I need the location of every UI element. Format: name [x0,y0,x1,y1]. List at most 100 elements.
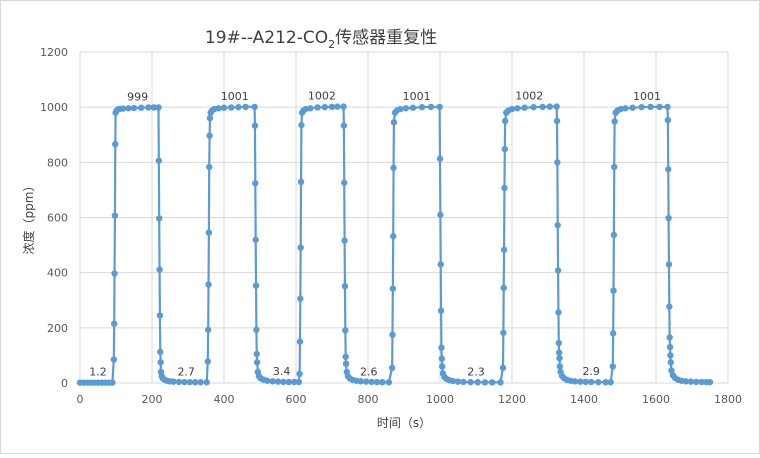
x-tick-label: 0 [77,393,84,406]
data-point [698,378,705,386]
data-point [693,378,700,386]
data-point [205,281,212,288]
data-point [334,103,341,110]
data-point [235,103,242,111]
data-point [379,379,386,386]
chart-title: 19#--A212-CO2传感器重复性 [205,28,437,51]
data-point [427,103,435,111]
data-point [530,103,537,111]
data-point [577,378,584,385]
data-point [687,378,695,385]
data-point [390,233,397,240]
data-point [664,116,672,124]
data-label: 1.2 [89,366,107,379]
x-tick-label: 1800 [714,393,742,406]
data-point [397,105,404,113]
data-point [501,145,508,153]
data-point [402,105,409,112]
data-point [203,379,210,386]
data-point [342,360,350,367]
data-point [500,246,508,253]
data-point [706,378,714,386]
data-point [204,358,211,365]
data-point [130,104,138,112]
data-point [155,104,162,111]
data-point [120,105,127,112]
x-tick-label: 600 [286,393,307,406]
data-point [499,364,507,372]
data-point [409,104,417,111]
data-point [638,103,645,111]
data-point [296,338,304,345]
data-point [341,179,348,186]
data-point [556,363,564,370]
data-point [497,379,504,386]
data-point [197,379,204,386]
data-point [206,132,213,139]
data-point [438,363,446,370]
tick-labels: 0 200 400 600 800 1000 1200 1400 1600 1800 0 200 400… [40,46,742,406]
data-point [667,352,674,359]
data-point [437,261,444,268]
data-point [157,348,164,356]
data-point [145,104,152,111]
data-point [340,122,348,129]
data-point [571,378,579,385]
data-point [436,103,443,111]
data-point [125,105,132,112]
data-point [460,378,467,386]
data-point [611,118,618,125]
data-label: 1002 [515,90,543,103]
y-tick-label: 1000 [40,101,68,114]
data-label: 2.6 [360,365,378,378]
data-point [554,267,562,274]
data-point [595,378,602,386]
data-point [156,266,163,273]
data-point [192,379,199,386]
data-point [181,378,188,386]
y-tick-label: 0 [61,377,68,390]
data-point [206,163,213,171]
data-point [508,105,516,113]
x-axis-label: 时间（s） [377,416,431,430]
data-point [385,379,393,386]
data-point [156,215,163,222]
data-point [437,211,444,218]
data-point [228,104,235,111]
data-point [264,377,271,384]
data-point [501,117,509,125]
data-point [389,285,397,292]
data-point [682,378,690,385]
data-point [665,214,672,222]
data-point [291,378,298,386]
data-label: 2.7 [177,365,195,378]
data-point [555,349,563,356]
data-point [111,212,119,219]
data-point [514,105,521,112]
data-point [155,157,163,164]
data-point [186,378,193,386]
data-labels: 1.2 999 2.7 1001 3.4 1002 2.6 1001 2.3 1002 2.9 100… [89,90,661,379]
y-axis-label: 浓度（ppm） [21,180,36,255]
y-tick-label: 800 [47,156,68,169]
x-tick-label: 1000 [426,393,454,406]
data-point [215,105,222,112]
data-point [664,103,671,111]
data-point [157,359,164,366]
data-point [553,103,560,110]
data-point [341,237,348,244]
data-point [656,103,663,111]
data-point [437,307,445,314]
series [76,103,714,386]
data-point [454,378,462,385]
x-tick-label: 200 [142,393,163,406]
data-point [588,378,595,386]
data-point [297,244,304,251]
data-label: 3.4 [273,365,291,378]
data-point [150,104,157,111]
data-point [205,229,213,236]
data-point [647,103,654,111]
x-tick-label: 1200 [498,393,526,406]
data-point [546,103,553,110]
